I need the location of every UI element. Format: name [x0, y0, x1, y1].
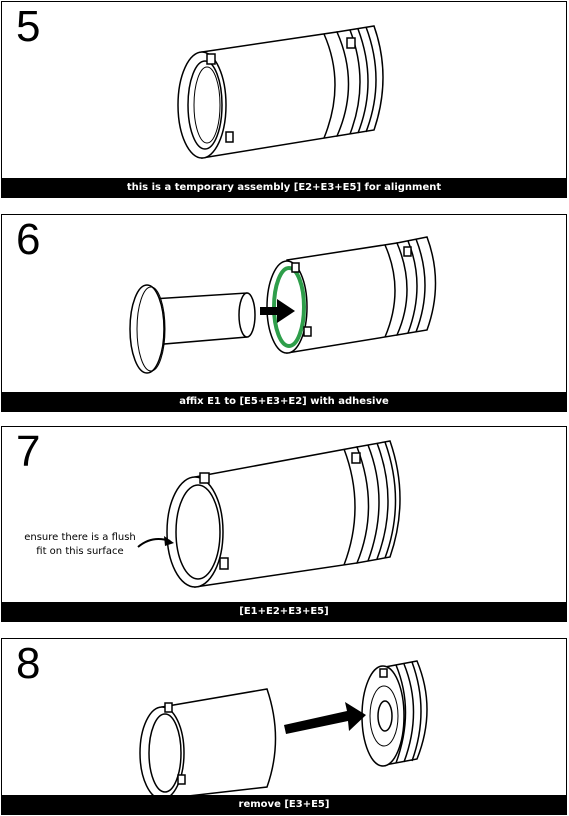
e3-e5-bore — [377, 700, 393, 732]
step-caption: remove [E3+E5] — [2, 795, 566, 814]
flush-fit-annotation: ensure there is a flush fit on this surf… — [24, 532, 136, 557]
front-ring-inner — [148, 713, 182, 793]
step-8-panel: 8 remove [E3+E5] — [1, 638, 567, 815]
full-assembly-illustration — [137, 440, 401, 588]
temporary-assembly-illustration — [177, 25, 384, 159]
alignment-tab — [206, 53, 216, 65]
step-number: 7 — [16, 427, 41, 476]
alignment-tab — [351, 452, 361, 464]
alignment-tab — [403, 246, 412, 257]
alignment-tab — [219, 557, 229, 570]
tube-body — [286, 242, 408, 354]
seam-line — [343, 448, 356, 566]
step-5-panel: 5 this is a temporary assembly [E2+E3+E5… — [1, 1, 567, 198]
front-ring — [139, 706, 185, 800]
thread-line — [365, 26, 377, 133]
step-caption: this is a temporary assembly [E2+E3+E5] … — [2, 178, 566, 197]
alignment-tab — [164, 702, 173, 713]
removal-illustration — [139, 660, 428, 800]
thread-line — [415, 238, 426, 333]
flush-surface-inner — [175, 484, 221, 580]
adhesive-step-illustration — [129, 236, 437, 374]
seam-line — [384, 244, 396, 338]
arrow-icon — [164, 536, 174, 546]
step-number: 6 — [16, 215, 41, 264]
step-6-panel: 6 affix E1 to [E5+E3+E2] with adhesive — [1, 214, 567, 412]
alignment-tab — [177, 774, 186, 785]
step-caption: affix E1 to [E5+E3+E2] with adhesive — [2, 392, 566, 411]
tube-body — [201, 31, 350, 159]
alignment-tab — [379, 668, 388, 678]
alignment-tab — [303, 326, 312, 337]
step-number: 5 — [16, 2, 41, 51]
e1-rod-end — [238, 292, 256, 338]
alignment-tab — [225, 131, 234, 143]
e1-rod — [151, 292, 253, 346]
arrow-icon — [260, 299, 295, 323]
step-number: 8 — [16, 639, 41, 688]
thread-line — [384, 441, 397, 559]
thread-line — [367, 444, 380, 562]
alignment-tab — [291, 262, 300, 273]
thread-line — [403, 663, 415, 763]
seam-line — [323, 33, 336, 139]
thread-line — [411, 661, 422, 762]
arrow-icon — [284, 702, 366, 734]
step-7-panel: 7 ensure there is a flush fit on this su… — [1, 426, 567, 622]
front-ring-inner — [187, 60, 223, 150]
flush-surface — [166, 476, 224, 588]
thread-line — [395, 664, 407, 764]
alignment-tab — [346, 37, 356, 49]
alignment-tab — [199, 472, 210, 484]
e1-disc-edge — [136, 286, 166, 372]
e1-disc — [129, 284, 165, 374]
tube-body — [161, 688, 277, 800]
front-ring — [177, 51, 227, 159]
thread-line — [357, 28, 369, 134]
thread-line — [376, 442, 389, 560]
step-caption: [E1+E2+E3+E5] — [2, 602, 566, 621]
e3-e5-face-inner — [369, 685, 399, 747]
front-ring-bore — [193, 66, 221, 144]
